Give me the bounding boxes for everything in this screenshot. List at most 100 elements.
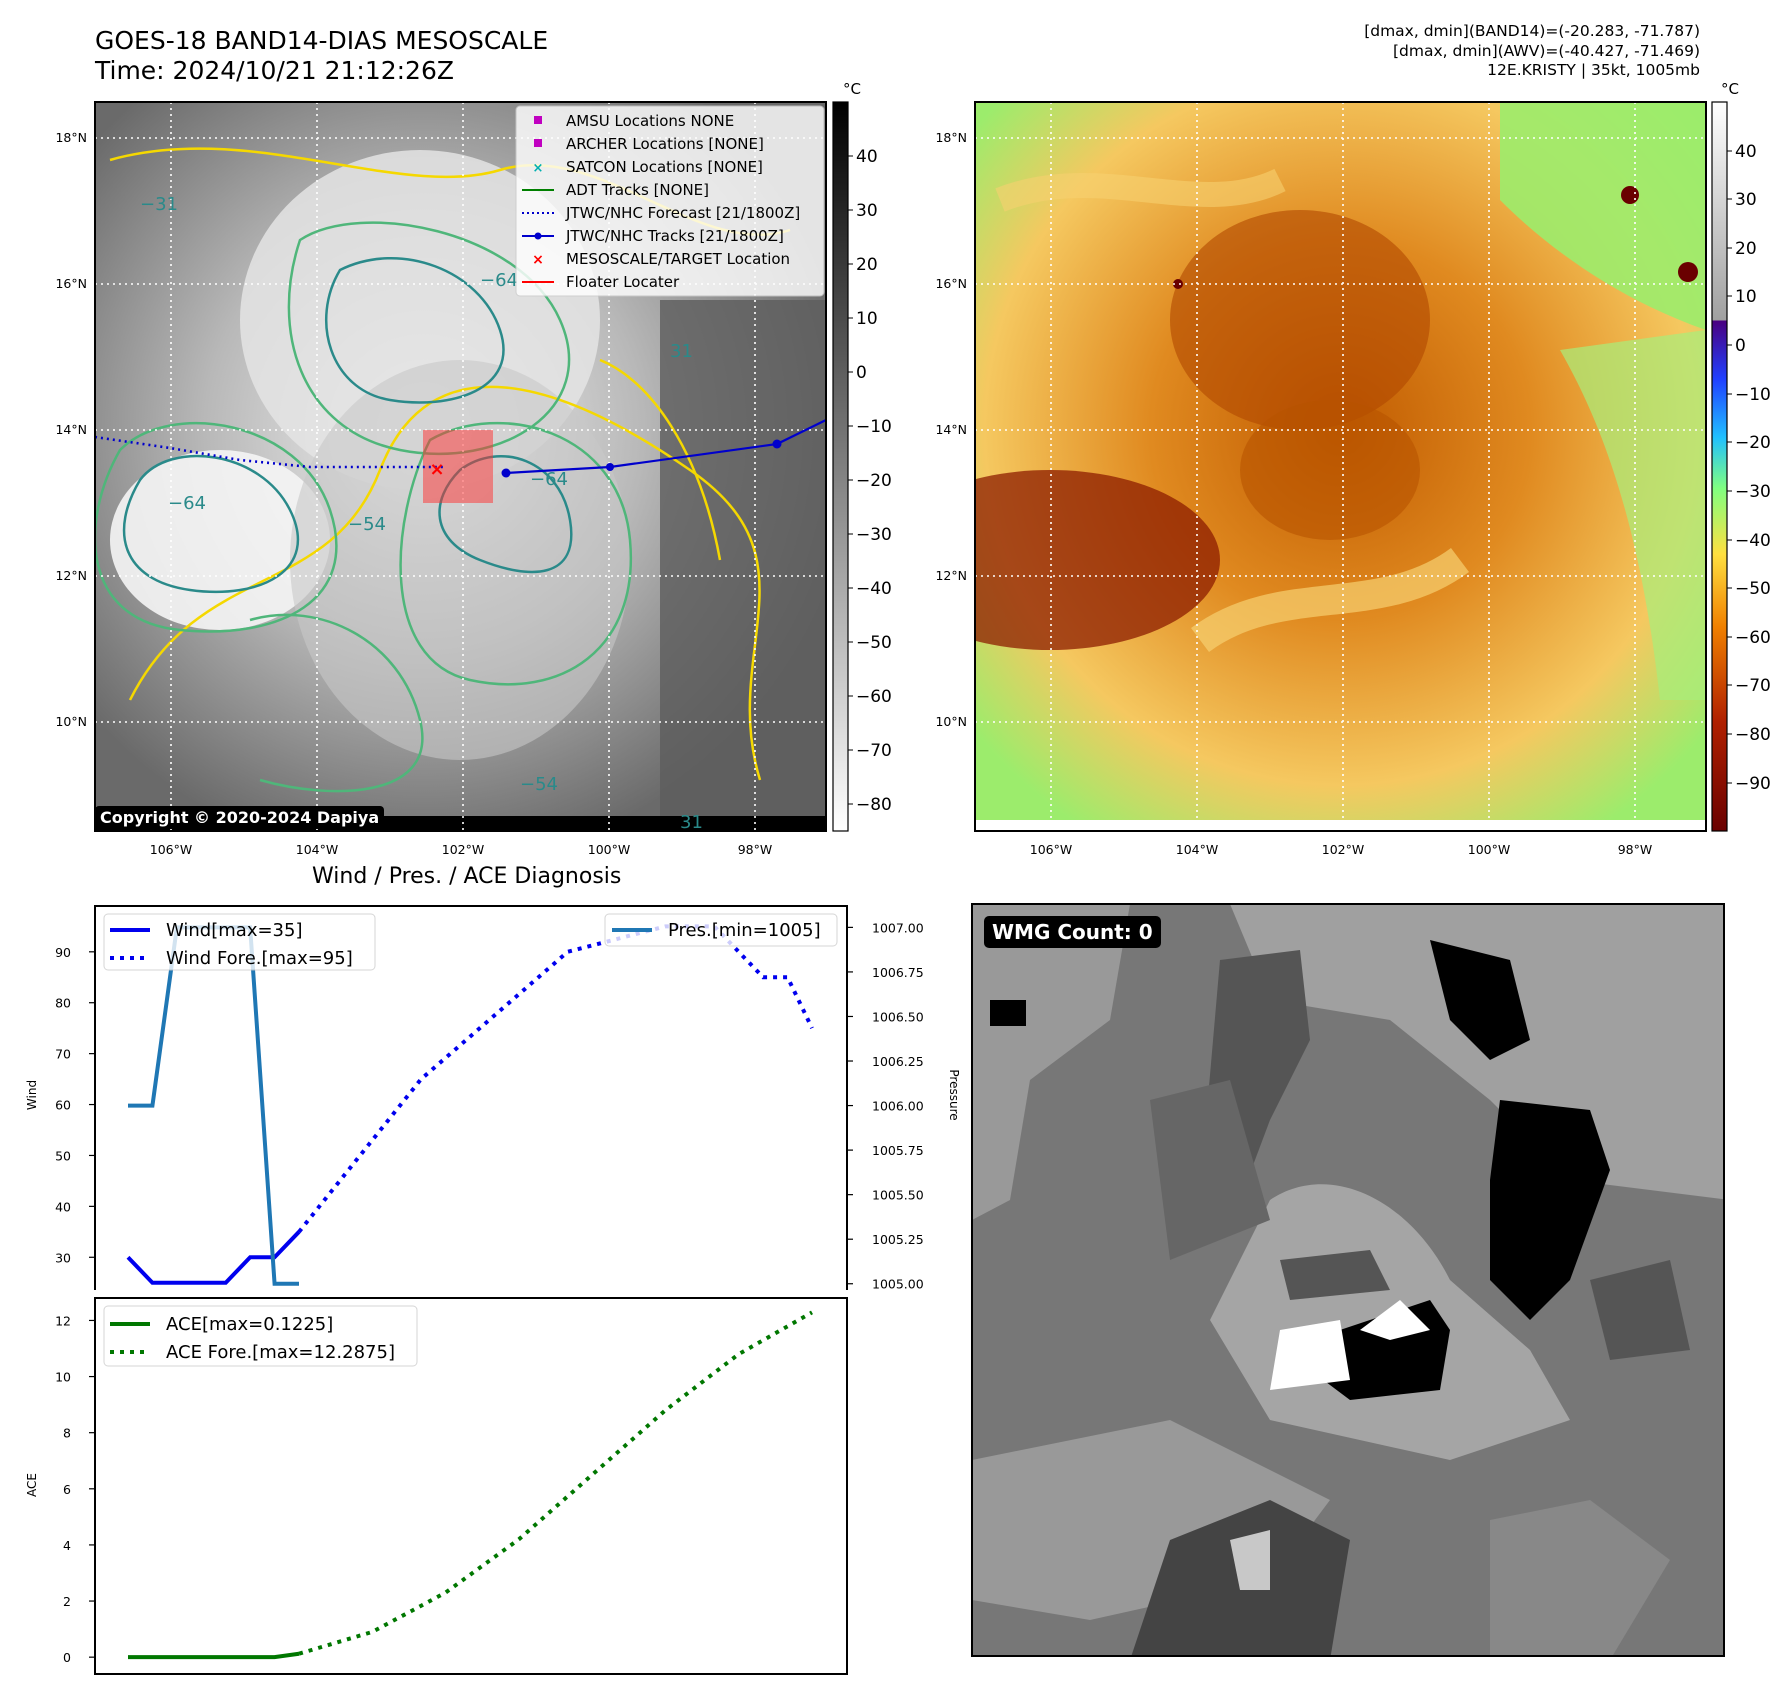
pressure-ytick-label: 1005.75 (872, 1143, 924, 1158)
target-box (423, 430, 493, 503)
svg-text:−60: −60 (856, 687, 892, 707)
wv-cbar-tick: −90 (1727, 774, 1771, 794)
svg-text:−50: −50 (856, 633, 892, 653)
copyright-badge: Copyright © 2020-2024 Dapiya (95, 806, 385, 829)
amsu-marker-icon (534, 116, 542, 124)
target-marker-icon: × (429, 459, 444, 480)
wmg-count-badge: WMG Count: 0 (984, 916, 1161, 948)
svg-text:−30: −30 (1735, 482, 1771, 502)
wv-cbar-tick: 20 (1727, 239, 1757, 259)
svg-text:40: 40 (856, 147, 878, 167)
satcon-marker-icon: × (533, 161, 544, 176)
lat-label: 16°N (55, 276, 87, 291)
ir-cbar-tick: −80 (848, 795, 892, 815)
svg-text:−60: −60 (1735, 628, 1771, 648)
legend-label: AMSU Locations NONE (566, 112, 734, 130)
lon-label: 104°W (1176, 842, 1218, 857)
ace-forecast-line (298, 1310, 813, 1656)
contour-label: −64 (168, 493, 206, 514)
ir-cbar-tick: 40 (848, 147, 878, 167)
wv-cbar-tick: −70 (1727, 676, 1771, 696)
title-line-1: GOES-18 BAND14-DIAS MESOSCALE (95, 26, 549, 55)
wmg-panel (971, 903, 1725, 1657)
wv-lon-labels: 106°W 104°W 102°W 100°W 98°W (1030, 842, 1652, 857)
forecast-track-line (94, 435, 446, 469)
diagnosis-title: Wind / Pres. / ACE Diagnosis (312, 864, 622, 889)
contour-label: −54 (348, 514, 386, 535)
ir-colorbar: °C 40 30 20 10 0 −10 −20 −30 −40 −50 −60… (832, 80, 892, 832)
svg-text:40: 40 (1735, 142, 1757, 162)
lat-label: 14°N (55, 422, 87, 437)
ace-ylabel: ACE (25, 1473, 39, 1497)
svg-text:10: 10 (1735, 287, 1757, 307)
lat-label: 18°N (55, 130, 87, 145)
pressure-ytick-label: 1006.50 (872, 1009, 924, 1024)
ir-legend: AMSU Locations NONE ARCHER Locations [NO… (515, 105, 825, 297)
ir-cbar-tick: −50 (848, 633, 892, 653)
lat-label: 10°N (55, 714, 87, 729)
lon-label: 104°W (296, 842, 338, 857)
wmg-frame (971, 903, 1725, 1657)
ace-ytick-label: 8 (63, 1426, 71, 1441)
svg-text:−30: −30 (856, 525, 892, 545)
wv-gridlines (975, 102, 1706, 831)
svg-text:−70: −70 (856, 741, 892, 761)
ace-ytick-label: 4 (63, 1538, 71, 1553)
ace-legend-label: ACE[max=0.1225] (166, 1314, 333, 1335)
wv-cbar-tick: 30 (1727, 190, 1757, 210)
ace-series (128, 1310, 813, 1660)
stats-line-2: [dmax, dmin](AWV)=(-40.427, -71.469) (1393, 41, 1700, 60)
pressure-ytick-label: 1006.00 (872, 1099, 924, 1114)
wv-cbar-tick: −60 (1727, 628, 1771, 648)
legend-label: MESOSCALE/TARGET Location (566, 250, 790, 268)
lon-label: 100°W (1468, 842, 1510, 857)
svg-text:−80: −80 (856, 795, 892, 815)
wind-ytick-label: 90 (55, 945, 71, 960)
ir-cbar-tick: −60 (848, 687, 892, 707)
pressure-ytick-label: 1005.25 (872, 1232, 924, 1247)
wind-ytick-label: 70 (55, 1047, 71, 1062)
wv-frame (974, 101, 1707, 832)
contour-label: −64 (530, 469, 568, 490)
ace-fore-legend-label: ACE Fore.[max=12.2875] (166, 1342, 395, 1363)
lat-label: 10°N (935, 714, 967, 729)
track-point (606, 463, 614, 471)
lon-label: 102°W (442, 842, 484, 857)
pressure-line (128, 925, 299, 1286)
svg-text:−50: −50 (1735, 579, 1771, 599)
svg-text:10: 10 (856, 309, 878, 329)
svg-text:−40: −40 (856, 579, 892, 599)
ace-legend: ACE[max=0.1225] ACE Fore.[max=12.2875] (103, 1305, 418, 1367)
contour-label: −64 (480, 270, 518, 291)
svg-text:0: 0 (856, 363, 867, 383)
ir-cbar-tick: 20 (848, 255, 878, 275)
ir-cbar-tick: −20 (848, 471, 892, 491)
contour-label: 31 (680, 812, 703, 833)
wv-cbar-tick: 0 (1727, 336, 1746, 356)
svg-text:−20: −20 (856, 471, 892, 491)
ir-cbar-tick: −70 (848, 741, 892, 761)
wind-frame (94, 905, 848, 1290)
ir-map-panel: −64 −54 −31 −64 −54 31 31 −64 × 18°N 16°… (55, 101, 827, 857)
lon-label: 98°W (1618, 842, 1653, 857)
wv-cbar-tick: −80 (1727, 725, 1771, 745)
wind-ylabel: Wind (25, 1080, 39, 1110)
ir-contour-labels: −64 −54 −31 −64 −54 31 31 −64 (140, 194, 703, 833)
pressure-ytick-label: 1005.00 (872, 1277, 924, 1290)
lat-label: 12°N (935, 568, 967, 583)
wv-map-panel: 18°N 16°N 14°N 12°N 10°N 106°W 104°W 102… (935, 101, 1707, 857)
lat-label: 18°N (935, 130, 967, 145)
stats-line-3: 12E.KRISTY | 35kt, 1005mb (1487, 61, 1700, 79)
wind-ytick-label: 50 (55, 1148, 71, 1163)
ir-colorbar-unit: °C (843, 80, 861, 98)
ir-cbar-tick: −10 (848, 417, 892, 437)
ir-lat-labels: 18°N 16°N 14°N 12°N 10°N (55, 130, 87, 729)
ace-ytick-label: 10 (55, 1370, 71, 1385)
wv-imagery (975, 102, 1706, 831)
track-point (772, 439, 782, 449)
wv-colorbar-ticks: 40 30 20 10 0 −10 −20 −30 −40 −50 −60 −7… (1727, 142, 1771, 794)
contour-label: 31 (670, 341, 693, 362)
legend-label: SATCON Locations [NONE] (566, 158, 763, 176)
wv-cbar-tick: 10 (1727, 287, 1757, 307)
wv-cbar-tick: −30 (1727, 482, 1771, 502)
